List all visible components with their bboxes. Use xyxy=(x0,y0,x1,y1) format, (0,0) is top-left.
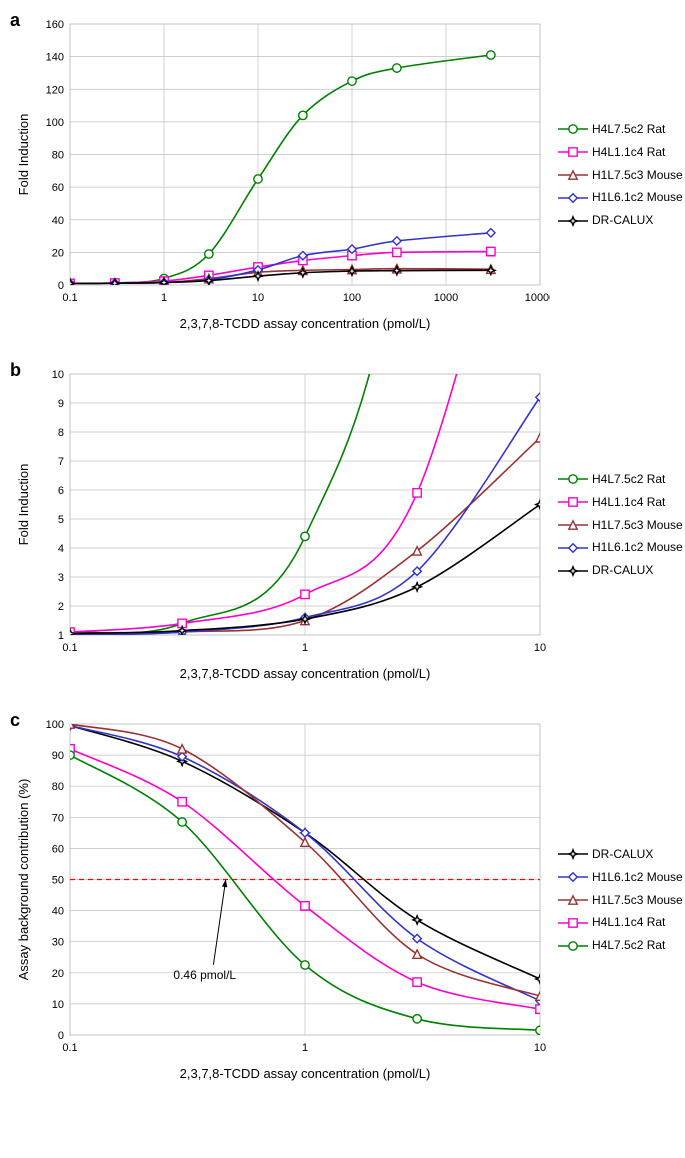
legend-label: DR-CALUX xyxy=(592,843,653,866)
legend-item-magenta: H4L1.1c4 Rat xyxy=(558,141,683,164)
svg-text:40: 40 xyxy=(52,215,64,227)
svg-text:1: 1 xyxy=(161,292,167,304)
svg-text:20: 20 xyxy=(52,247,64,259)
legend-a: H4L7.5c2 RatH4L1.1c4 RatH1L7.5c3 MouseH1… xyxy=(550,118,683,232)
legend-label: H4L1.1c4 Rat xyxy=(592,911,665,934)
legend-label: H4L1.1c4 Rat xyxy=(592,491,665,514)
svg-text:100: 100 xyxy=(46,117,64,129)
svg-text:2,3,7,8-TCDD assay concentrati: 2,3,7,8-TCDD assay concentration (pmol/L… xyxy=(180,666,431,681)
legend-b: H4L7.5c2 RatH4L1.1c4 RatH1L7.5c3 MouseH1… xyxy=(550,468,683,582)
legend-item-magenta: H4L1.1c4 Rat xyxy=(558,911,683,934)
svg-text:0.1: 0.1 xyxy=(62,292,77,304)
svg-text:3: 3 xyxy=(58,572,64,584)
svg-text:20: 20 xyxy=(52,968,64,980)
chart-c: 0 10 20 30 40 50 60 70 80 90 100 0.1 1 10 Assay backgr… xyxy=(10,710,550,1090)
chart-a: 0 20 40 60 80 100 120 140 160 0.1 1 10 100 1000 10000 F… xyxy=(10,10,550,340)
svg-text:10: 10 xyxy=(252,292,264,304)
svg-text:9: 9 xyxy=(58,398,64,410)
svg-text:6: 6 xyxy=(58,485,64,497)
legend-item-maroon: H1L7.5c3 Mouse xyxy=(558,164,683,187)
legend-label: H4L7.5c2 Rat xyxy=(592,118,665,141)
svg-text:70: 70 xyxy=(52,812,64,824)
svg-text:80: 80 xyxy=(52,150,64,162)
legend-label: H1L7.5c3 Mouse xyxy=(592,889,683,912)
svg-text:50: 50 xyxy=(52,875,64,887)
svg-text:0: 0 xyxy=(58,1030,64,1042)
svg-text:90: 90 xyxy=(52,750,64,762)
legend-item-maroon: H1L7.5c3 Mouse xyxy=(558,889,683,912)
svg-text:60: 60 xyxy=(52,843,64,855)
svg-text:10: 10 xyxy=(534,1042,546,1054)
panel-c: c 0 10 20 30 40 50 60 70 80 90 100 0.1 1 10 Assay back… xyxy=(10,710,685,1090)
svg-text:160: 160 xyxy=(46,19,64,31)
legend-c: DR-CALUXH1L6.1c2 MouseH1L7.5c3 MouseH4L1… xyxy=(550,843,683,957)
legend-label: H1L6.1c2 Mouse xyxy=(592,186,683,209)
legend-item-magenta: H4L1.1c4 Rat xyxy=(558,491,683,514)
svg-text:60: 60 xyxy=(52,182,64,194)
svg-text:4: 4 xyxy=(58,543,64,555)
svg-text:2: 2 xyxy=(58,601,64,613)
svg-text:0: 0 xyxy=(58,280,64,292)
svg-text:40: 40 xyxy=(52,906,64,918)
panel-b-label: b xyxy=(10,360,21,381)
svg-text:10000: 10000 xyxy=(525,292,550,304)
panel-b: b 123456789100.1110Fold Induction2,3,7,8… xyxy=(10,360,685,690)
svg-text:Fold Induction: Fold Induction xyxy=(16,464,31,546)
legend-label: H1L7.5c3 Mouse xyxy=(592,514,683,537)
legend-item-blue: H1L6.1c2 Mouse xyxy=(558,186,683,209)
svg-text:1000: 1000 xyxy=(434,292,458,304)
svg-text:100: 100 xyxy=(46,719,64,731)
svg-text:10: 10 xyxy=(534,642,546,654)
legend-item-maroon: H1L7.5c3 Mouse xyxy=(558,514,683,537)
svg-text:10: 10 xyxy=(52,999,64,1011)
svg-text:1: 1 xyxy=(302,1042,308,1054)
svg-text:1: 1 xyxy=(58,630,64,642)
panel-a: a 0 20 40 60 80 100 120 140 160 0.1 1 10 100 1000 1000… xyxy=(10,10,685,340)
legend-label: DR-CALUX xyxy=(592,209,653,232)
svg-text:140: 140 xyxy=(46,52,64,64)
svg-text:Assay background contribution: Assay background contribution (%) xyxy=(16,779,31,981)
svg-text:2,3,7,8-TCDD assay concentrati: 2,3,7,8-TCDD assay concentration (pmol/L… xyxy=(180,316,431,331)
svg-text:30: 30 xyxy=(52,937,64,949)
svg-text:0.1: 0.1 xyxy=(62,642,77,654)
svg-text:1: 1 xyxy=(302,642,308,654)
panel-c-label: c xyxy=(10,710,20,731)
svg-text:5: 5 xyxy=(58,514,64,526)
legend-item-green: H4L7.5c2 Rat xyxy=(558,468,683,491)
legend-label: H4L1.1c4 Rat xyxy=(592,141,665,164)
svg-text:Fold Induction: Fold Induction xyxy=(16,114,31,196)
legend-label: H4L7.5c2 Rat xyxy=(592,934,665,957)
svg-text:2,3,7,8-TCDD assay concentrati: 2,3,7,8-TCDD assay concentration (pmol/L… xyxy=(180,1066,431,1081)
legend-item-blue: H1L6.1c2 Mouse xyxy=(558,866,683,889)
svg-text:7: 7 xyxy=(58,456,64,468)
legend-label: H1L7.5c3 Mouse xyxy=(592,164,683,187)
svg-text:0.1: 0.1 xyxy=(62,1042,77,1054)
legend-label: DR-CALUX xyxy=(592,559,653,582)
legend-item-blue: H1L6.1c2 Mouse xyxy=(558,536,683,559)
panel-a-label: a xyxy=(10,10,20,31)
svg-text:80: 80 xyxy=(52,781,64,793)
legend-item-black: DR-CALUX xyxy=(558,209,683,232)
legend-item-green: H4L7.5c2 Rat xyxy=(558,934,683,957)
legend-item-black: DR-CALUX xyxy=(558,843,683,866)
svg-text:10: 10 xyxy=(52,369,64,381)
legend-label: H4L7.5c2 Rat xyxy=(592,468,665,491)
svg-text:100: 100 xyxy=(343,292,361,304)
svg-text:0.46 pmol/L: 0.46 pmol/L xyxy=(173,968,236,982)
legend-item-green: H4L7.5c2 Rat xyxy=(558,118,683,141)
legend-item-black: DR-CALUX xyxy=(558,559,683,582)
svg-text:8: 8 xyxy=(58,427,64,439)
chart-b: 123456789100.1110Fold Induction2,3,7,8-T… xyxy=(10,360,550,690)
svg-text:120: 120 xyxy=(46,84,64,96)
legend-label: H1L6.1c2 Mouse xyxy=(592,866,683,889)
legend-label: H1L6.1c2 Mouse xyxy=(592,536,683,559)
